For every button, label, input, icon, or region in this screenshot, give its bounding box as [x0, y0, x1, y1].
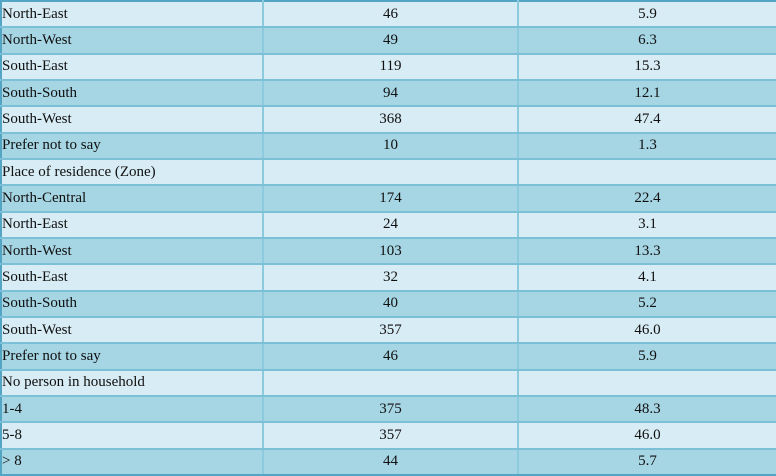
cell-percentage: 12.1 — [517, 78, 776, 108]
cell-label: Prefer not to say — [0, 131, 264, 160]
cell-label: Place of residence (Zone) — [0, 157, 264, 187]
cell-frequency — [262, 157, 519, 187]
cell-label: 5-8 — [0, 421, 264, 450]
table-row: 5-8 357 46.0 — [0, 421, 776, 450]
cell-percentage: 3.1 — [517, 210, 776, 239]
cell-percentage: 48.3 — [517, 394, 776, 424]
cell-percentage: 46.0 — [517, 421, 776, 450]
table-row: North-Central 174 22.4 — [0, 184, 776, 213]
table-row: South-South 94 12.1 — [0, 78, 776, 108]
cell-percentage: 4.1 — [517, 263, 776, 292]
table-row: South-East 119 15.3 — [0, 52, 776, 81]
cell-frequency: 24 — [262, 210, 519, 239]
cell-frequency: 10 — [262, 131, 519, 160]
cell-label: South-West — [0, 105, 264, 134]
table-row: South-West 357 46.0 — [0, 315, 776, 345]
table-row: North-East 46 5.9 — [0, 0, 776, 29]
table-row: South-West 368 47.4 — [0, 105, 776, 134]
table-row: South-East 32 4.1 — [0, 263, 776, 292]
cell-frequency: 32 — [262, 263, 519, 292]
table-row: North-West 49 6.3 — [0, 26, 776, 55]
cell-label: South-East — [0, 263, 264, 292]
cell-percentage — [517, 368, 776, 397]
cell-frequency: 357 — [262, 315, 519, 345]
cell-frequency: 375 — [262, 394, 519, 424]
cell-frequency: 40 — [262, 289, 519, 318]
cell-percentage — [517, 157, 776, 187]
cell-label: South-South — [0, 289, 264, 318]
cell-percentage: 46.0 — [517, 315, 776, 345]
cell-percentage: 15.3 — [517, 52, 776, 81]
table-row: > 8 44 5.7 — [0, 447, 776, 476]
table-row: Prefer not to say 46 5.9 — [0, 342, 776, 371]
cell-label: North-East — [0, 210, 264, 239]
table-row: Prefer not to say 10 1.3 — [0, 131, 776, 160]
cell-frequency: 368 — [262, 105, 519, 134]
table-row: South-South 40 5.2 — [0, 289, 776, 318]
cell-label: > 8 — [0, 447, 264, 476]
cell-frequency: 49 — [262, 26, 519, 55]
cell-percentage: 5.9 — [517, 0, 776, 29]
cell-percentage: 22.4 — [517, 184, 776, 213]
table-row: 1-4 375 48.3 — [0, 394, 776, 424]
cell-label: North-West — [0, 236, 264, 266]
cell-percentage: 5.2 — [517, 289, 776, 318]
table-row: North-West 103 13.3 — [0, 236, 776, 266]
cell-frequency: 44 — [262, 447, 519, 476]
cell-percentage: 13.3 — [517, 236, 776, 266]
table-row: North-East 24 3.1 — [0, 210, 776, 239]
section-header-row: No person in household — [0, 368, 776, 397]
cell-percentage: 5.7 — [517, 447, 776, 476]
cell-label: Prefer not to say — [0, 342, 264, 371]
cell-frequency: 94 — [262, 78, 519, 108]
cell-label: North-Central — [0, 184, 264, 213]
cell-frequency — [262, 368, 519, 397]
cell-label: 1-4 — [0, 394, 264, 424]
cell-label: North-West — [0, 26, 264, 55]
cell-label: North-East — [0, 0, 264, 29]
cell-label: South-South — [0, 78, 264, 108]
cell-frequency: 46 — [262, 0, 519, 29]
cell-percentage: 6.3 — [517, 26, 776, 55]
cell-percentage: 47.4 — [517, 105, 776, 134]
cell-percentage: 5.9 — [517, 342, 776, 371]
cell-label: No person in household — [0, 368, 264, 397]
cell-frequency: 357 — [262, 421, 519, 450]
cell-frequency: 174 — [262, 184, 519, 213]
cell-frequency: 103 — [262, 236, 519, 266]
cell-label: South-West — [0, 315, 264, 345]
section-header-row: Place of residence (Zone) — [0, 157, 776, 187]
cell-percentage: 1.3 — [517, 131, 776, 160]
cell-frequency: 119 — [262, 52, 519, 81]
cell-frequency: 46 — [262, 342, 519, 371]
cell-label: South-East — [0, 52, 264, 81]
